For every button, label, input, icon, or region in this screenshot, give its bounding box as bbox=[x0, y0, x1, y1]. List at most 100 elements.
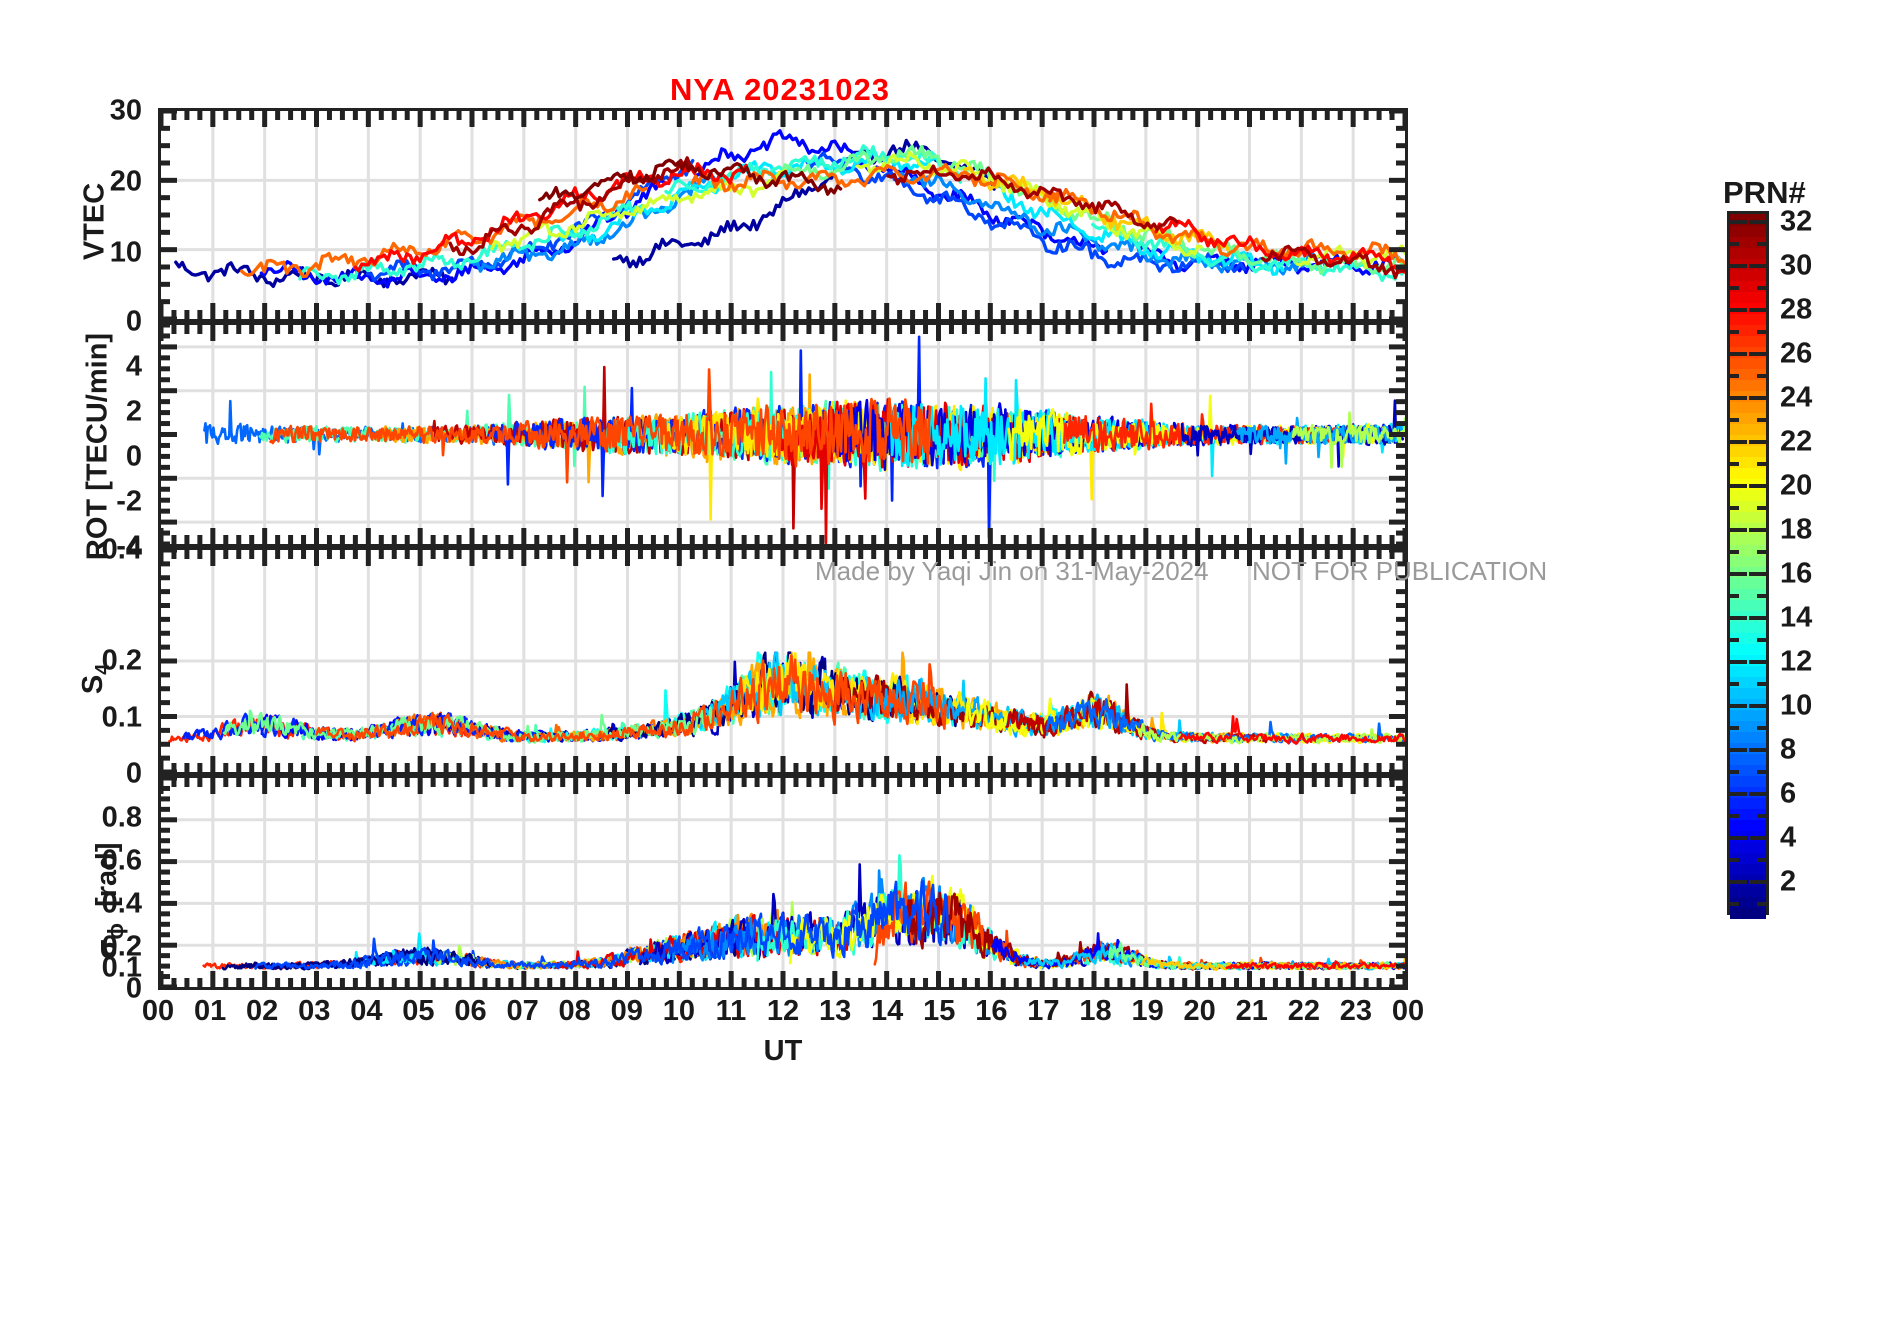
axis-tick bbox=[1337, 325, 1343, 334]
axis-tick bbox=[534, 763, 540, 772]
axis-tick bbox=[365, 325, 371, 341]
axis-tick bbox=[161, 316, 177, 319]
axis-tick bbox=[793, 778, 799, 787]
colorbar-tick-10: 10 bbox=[1780, 689, 1813, 722]
axis-label-ut: UT bbox=[763, 1035, 803, 1067]
axis-tick bbox=[378, 325, 384, 334]
axis-tick bbox=[612, 325, 618, 334]
axis-tick bbox=[1247, 325, 1252, 341]
colorbar-minor-tick bbox=[1757, 242, 1769, 246]
axis-tick bbox=[495, 325, 501, 334]
axis-tick bbox=[858, 763, 864, 772]
axis-tick bbox=[456, 325, 462, 334]
axis-tick bbox=[1182, 325, 1188, 334]
axis-tick bbox=[495, 778, 501, 787]
axis-tick bbox=[1389, 388, 1405, 394]
axis-tick bbox=[806, 310, 812, 319]
colorbar-minor-tick bbox=[1727, 770, 1739, 774]
axis-tick bbox=[754, 325, 760, 334]
colorbar[interactable] bbox=[1727, 211, 1769, 919]
axis-tick bbox=[1337, 111, 1343, 120]
axis-tick bbox=[161, 410, 170, 416]
axis-tick bbox=[184, 550, 190, 559]
axis-tick bbox=[1389, 316, 1405, 319]
axis-tick bbox=[161, 963, 170, 969]
axis-tick bbox=[1396, 686, 1405, 692]
axis-tick bbox=[1389, 550, 1405, 553]
data-series-line bbox=[770, 144, 1197, 259]
axis-tick bbox=[1376, 111, 1382, 120]
axis-tick bbox=[819, 550, 825, 559]
axis-tick bbox=[1389, 984, 1405, 987]
colorbar-minor-tick bbox=[1727, 594, 1739, 598]
axis-tick bbox=[1091, 971, 1097, 987]
axis-tick bbox=[884, 550, 890, 566]
data-series-line bbox=[298, 200, 644, 286]
axis-tick bbox=[1311, 778, 1317, 787]
axis-tick bbox=[249, 325, 255, 334]
axis-tick bbox=[339, 310, 345, 319]
axis-tick bbox=[547, 111, 553, 120]
colorbar-minor-tick bbox=[1727, 506, 1739, 510]
axis-tick bbox=[1117, 325, 1123, 334]
axis-tick bbox=[352, 111, 358, 120]
colorbar-minor-tick bbox=[1727, 220, 1747, 224]
axis-tick bbox=[1402, 325, 1405, 341]
axis-tick bbox=[676, 528, 682, 544]
axis-tick bbox=[1396, 160, 1405, 166]
data-series-line bbox=[472, 172, 722, 273]
ytick-sp-01: 0.1 bbox=[101, 951, 142, 984]
axis-tick bbox=[767, 325, 773, 334]
axis-tick bbox=[301, 778, 307, 787]
axis-tick bbox=[547, 763, 553, 772]
axis-tick bbox=[378, 978, 384, 987]
axis-tick bbox=[923, 535, 929, 544]
plot-canvas bbox=[161, 550, 1405, 772]
axis-tick bbox=[1052, 550, 1058, 559]
colorbar-minor-tick bbox=[1757, 374, 1769, 378]
axis-tick bbox=[923, 763, 929, 772]
axis-tick bbox=[184, 111, 190, 120]
axis-tick bbox=[1259, 778, 1265, 787]
axis-tick bbox=[1117, 535, 1123, 544]
axis-tick bbox=[884, 778, 890, 794]
axis-tick bbox=[987, 550, 993, 566]
axis-tick bbox=[223, 535, 229, 544]
axis-tick bbox=[1078, 763, 1084, 772]
axis-tick bbox=[1396, 963, 1405, 969]
axis-tick bbox=[1091, 756, 1097, 772]
axis-tick bbox=[702, 535, 708, 544]
axis-tick bbox=[534, 310, 540, 319]
axis-tick bbox=[161, 900, 177, 906]
axis-tick bbox=[249, 550, 255, 559]
ytick-rot-4: 4 bbox=[125, 350, 142, 383]
axis-tick bbox=[161, 508, 170, 514]
axis-tick bbox=[689, 310, 695, 319]
axis-tick bbox=[161, 281, 170, 287]
axis-tick bbox=[625, 778, 630, 794]
axis-tick bbox=[1169, 778, 1175, 787]
axis-tick bbox=[1052, 111, 1058, 120]
axis-tick bbox=[1091, 325, 1097, 341]
axis-tick bbox=[1026, 778, 1032, 787]
data-series-line bbox=[1260, 244, 1405, 280]
axis-tick bbox=[702, 978, 708, 987]
axis-tick bbox=[650, 978, 656, 987]
xtick-5: 05 bbox=[402, 995, 435, 1027]
axis-tick bbox=[521, 550, 527, 566]
axis-tick bbox=[1285, 310, 1291, 319]
axis-tick bbox=[676, 303, 682, 319]
axis-tick bbox=[897, 778, 903, 787]
axis-tick bbox=[871, 310, 877, 319]
axis-tick bbox=[249, 535, 255, 544]
axis-tick bbox=[961, 978, 967, 987]
axis-tick bbox=[1039, 756, 1045, 772]
xtick-12: 12 bbox=[766, 995, 800, 1027]
axis-tick bbox=[1402, 111, 1405, 127]
colorbar-segment bbox=[1730, 533, 1766, 545]
axis-tick bbox=[352, 778, 358, 787]
axis-tick bbox=[339, 763, 345, 772]
colorbar-tick-26: 26 bbox=[1780, 337, 1813, 370]
axis-tick bbox=[1104, 550, 1110, 559]
axis-tick bbox=[1117, 550, 1123, 559]
